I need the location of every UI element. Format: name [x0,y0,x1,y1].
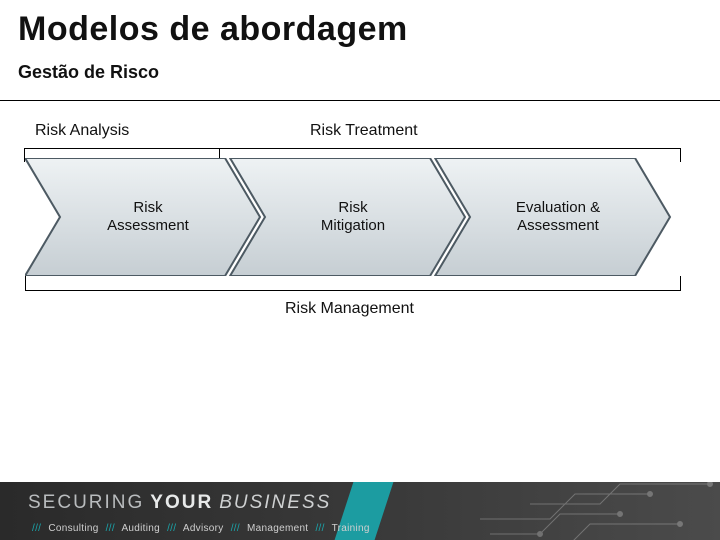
chevron-evaluation [435,158,670,276]
circuit-decor-icon [480,482,720,540]
bracket-tick [680,276,681,290]
brand-word-2: YOUR [150,492,213,514]
slide-root: Modelos de abordagem Gestão de Risco Ris… [0,0,720,540]
chevron-mitigation [230,158,465,276]
chevron-svg [25,158,680,276]
slide-subtitle: Gestão de Risco [18,62,159,83]
label-risk-management: Risk Management [285,300,414,318]
bracket-top-right [220,148,680,149]
bracket-tick [25,276,26,290]
title-divider [0,100,720,101]
bracket-top-left [25,148,219,149]
risk-diagram: Risk AssessmentRisk MitigationEvaluation… [25,158,680,276]
footer-brand: SECURING YOUR BUSINESS [28,492,331,514]
brand-word-1: SECURING [28,492,144,514]
label-risk-analysis: Risk Analysis [35,122,129,140]
slide-title: Modelos de abordagem [18,10,408,49]
bracket-tick [680,148,681,162]
bracket-bottom [25,290,681,291]
footer-banner: SECURING YOUR BUSINESS /// Consulting //… [0,482,720,540]
chevron-assessment [25,158,260,276]
label-risk-treatment: Risk Treatment [310,122,418,140]
brand-word-3: BUSINESS [219,492,331,514]
footer-services: /// Consulting /// Auditing /// Advisory… [28,523,370,534]
